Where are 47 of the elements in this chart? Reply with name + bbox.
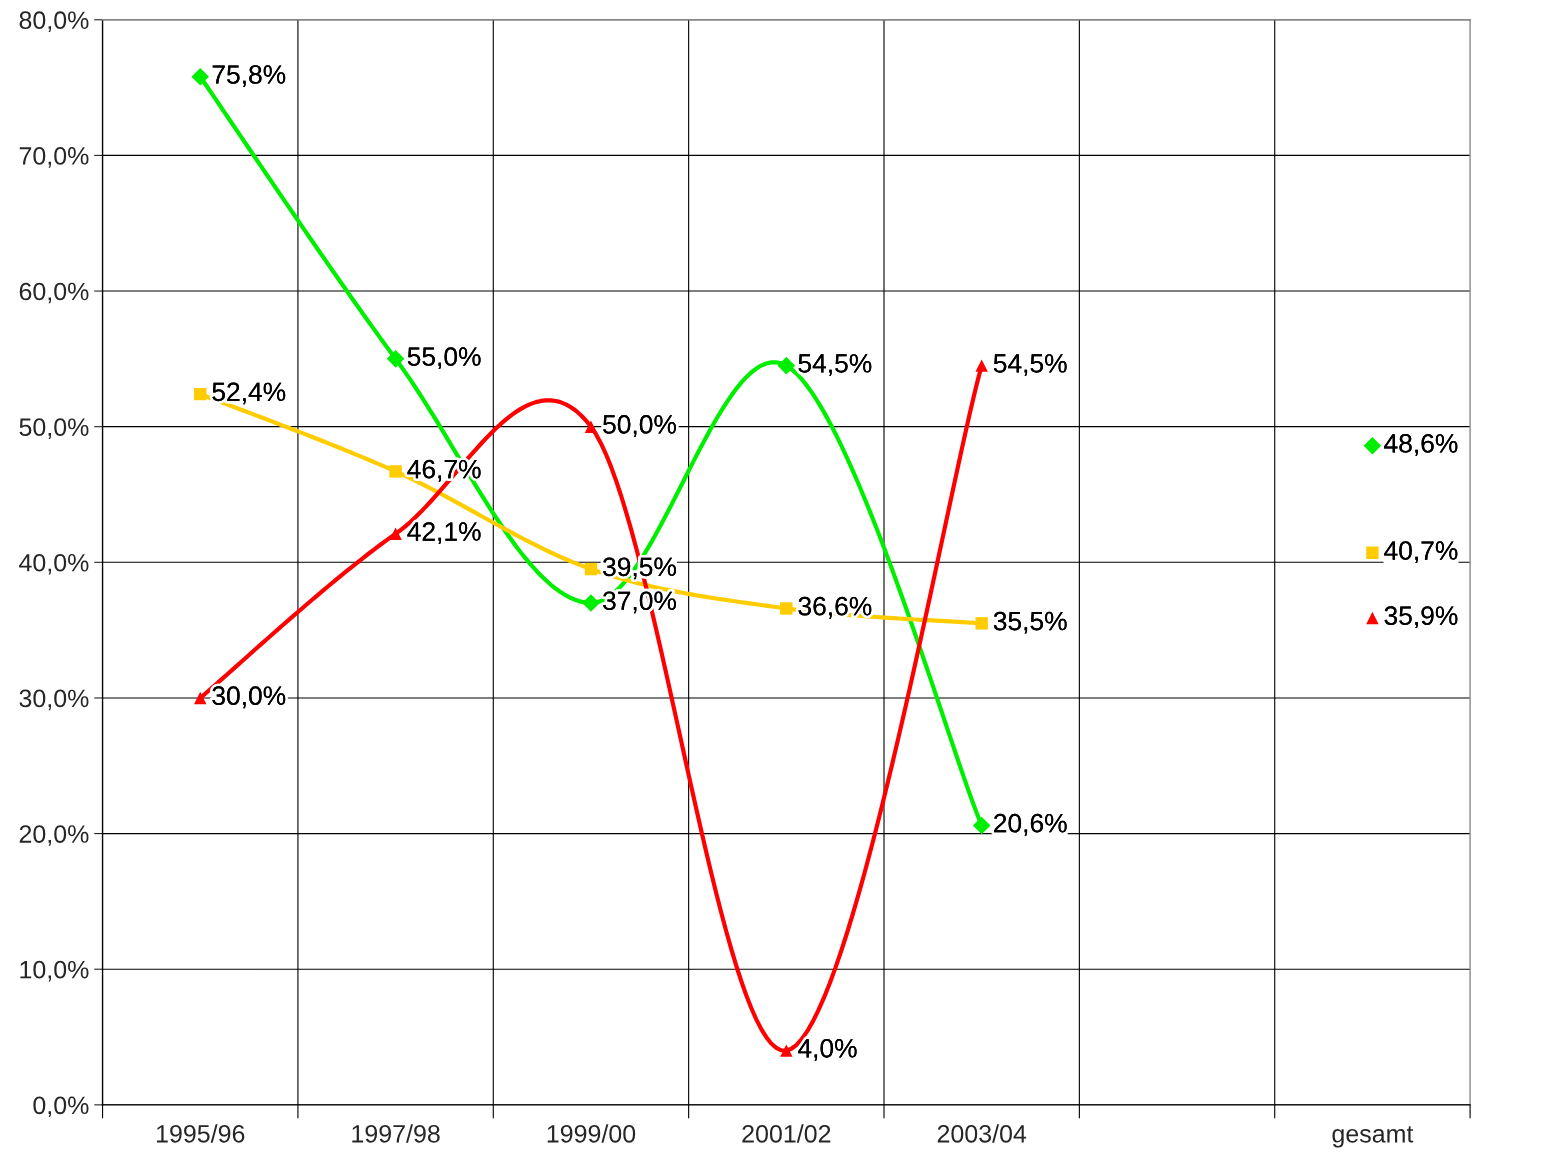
y-tick-label: 70,0% bbox=[19, 147, 89, 168]
point bbox=[386, 350, 405, 368]
point bbox=[191, 67, 210, 86]
y-tick-label: 20,0% bbox=[19, 825, 89, 846]
data-label: 75,8% bbox=[212, 65, 286, 87]
point bbox=[780, 602, 793, 615]
point bbox=[1366, 546, 1379, 560]
y-tick-label: 60,0% bbox=[19, 282, 89, 304]
point bbox=[1366, 611, 1379, 625]
point bbox=[389, 465, 402, 478]
point bbox=[975, 617, 988, 630]
x-tick-label: 1997/98 bbox=[352, 1124, 440, 1143]
data-label: 54,5% bbox=[993, 354, 1067, 376]
data-label: 54,5% bbox=[798, 354, 872, 376]
point bbox=[584, 420, 598, 433]
point bbox=[975, 359, 988, 372]
data-label: 4,0% bbox=[798, 1038, 857, 1061]
data-label: 48,6% bbox=[1384, 434, 1458, 456]
x-tick-label: 2001/02 bbox=[742, 1124, 831, 1143]
data-label: 35,9% bbox=[1384, 606, 1458, 629]
x-tick-label: gesamt bbox=[1332, 1126, 1414, 1148]
data-label: 42,1% bbox=[407, 522, 481, 545]
point bbox=[194, 691, 207, 705]
point bbox=[582, 594, 600, 612]
y-tick-label: 0,0% bbox=[33, 1096, 89, 1118]
point bbox=[1363, 436, 1382, 455]
data-label: 35,5% bbox=[993, 611, 1067, 634]
data-label: 52,4% bbox=[212, 382, 286, 405]
x-tick-label: 1995/96 bbox=[156, 1124, 245, 1143]
data-label: 55,0% bbox=[407, 347, 481, 370]
data-label: 30,0% bbox=[212, 686, 286, 709]
data-label: 20,6% bbox=[994, 813, 1067, 836]
point bbox=[780, 1044, 793, 1057]
point bbox=[389, 527, 402, 541]
point bbox=[777, 356, 796, 375]
y-tick-label: 10,0% bbox=[20, 960, 89, 982]
y-tick-label: 30,0% bbox=[19, 689, 89, 711]
y-tick-label: 50,0% bbox=[19, 418, 89, 439]
point bbox=[194, 387, 207, 401]
point bbox=[584, 562, 598, 576]
x-tick-label: 1999/00 bbox=[547, 1124, 636, 1143]
point bbox=[972, 816, 991, 835]
y-tick-label: 40,0% bbox=[19, 553, 89, 575]
data-label: 40,7% bbox=[1384, 541, 1458, 564]
y-tick-label: 80,0% bbox=[19, 11, 89, 33]
data-label: 50,0% bbox=[603, 415, 676, 437]
x-tick-label: 2003/04 bbox=[937, 1124, 1027, 1143]
